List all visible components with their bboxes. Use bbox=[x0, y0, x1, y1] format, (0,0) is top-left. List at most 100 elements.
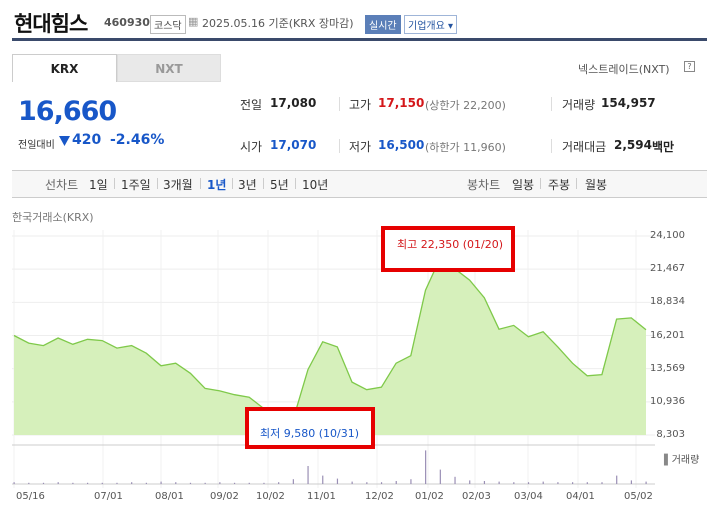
x-tick: 02/03 bbox=[462, 491, 491, 502]
volume-bar bbox=[42, 482, 45, 484]
y-tick: 21,467 bbox=[650, 263, 685, 274]
volume-bar bbox=[616, 475, 618, 484]
volume-bar bbox=[336, 478, 339, 484]
volume-bar bbox=[72, 482, 74, 484]
volume-bar bbox=[513, 482, 515, 484]
volume-bar bbox=[322, 475, 324, 484]
prev-close-value: 17,080 bbox=[270, 96, 317, 110]
volume-bar bbox=[13, 482, 15, 484]
tab-nxt[interactable]: NXT bbox=[117, 54, 221, 82]
period-3y[interactable]: 3년 bbox=[238, 178, 257, 192]
trade-amount-label: 거래대금 bbox=[562, 140, 607, 154]
candle-monthly[interactable]: 월봉 bbox=[585, 178, 608, 192]
company-overview-dropdown[interactable]: 기업개요 ▾ bbox=[404, 15, 458, 34]
x-tick: 03/04 bbox=[514, 491, 543, 502]
change-label: 전일대비 bbox=[18, 140, 55, 151]
trade-amount-unit: 백만 bbox=[652, 140, 675, 154]
volume-bar bbox=[527, 482, 530, 484]
volume-bar bbox=[101, 482, 103, 484]
volume-bar bbox=[292, 479, 294, 484]
y-tick: 16,201 bbox=[650, 330, 685, 341]
calendar-icon: ▦ bbox=[188, 15, 199, 28]
x-tick: 07/01 bbox=[94, 491, 123, 502]
volume-bar bbox=[586, 482, 588, 484]
y-tick: 10,936 bbox=[650, 396, 685, 407]
down-triangle-icon bbox=[59, 136, 70, 146]
volume-bar bbox=[469, 480, 471, 484]
open-label: 시가 bbox=[240, 140, 263, 154]
chart-source: 한국거래소(KRX) bbox=[12, 211, 94, 224]
y-tick: 24,100 bbox=[650, 230, 685, 241]
chevron-down-icon: ▾ bbox=[444, 21, 454, 32]
volume-bar bbox=[28, 482, 30, 484]
divider bbox=[551, 139, 552, 153]
lower-limit: (하한가 11,960) bbox=[425, 141, 506, 154]
period-1d[interactable]: 1일 bbox=[89, 178, 108, 192]
x-tick: 01/02 bbox=[415, 491, 444, 502]
volume-bar bbox=[278, 482, 280, 484]
x-tick: 12/02 bbox=[365, 491, 394, 502]
volume-bar bbox=[351, 481, 353, 484]
x-tick: 09/02 bbox=[210, 491, 239, 502]
volume-bar bbox=[116, 482, 118, 484]
candle-weekly[interactable]: 주봉 bbox=[548, 178, 571, 192]
upper-limit: (상한가 22,200) bbox=[425, 99, 506, 112]
period-3m[interactable]: 3개월 bbox=[163, 178, 193, 192]
stock-code: 460930 bbox=[104, 16, 150, 29]
volume-bar bbox=[557, 482, 559, 484]
x-tick: 11/01 bbox=[307, 491, 336, 502]
y-tick: 18,834 bbox=[650, 296, 685, 307]
market-badge: 코스닥 bbox=[150, 15, 186, 34]
stock-name: 현대힘스 bbox=[14, 12, 88, 36]
high-value: 17,150 bbox=[378, 96, 425, 110]
period-1y[interactable]: 1년 bbox=[207, 178, 227, 192]
volume-bar bbox=[395, 481, 397, 484]
period-10y[interactable]: 10년 bbox=[302, 178, 329, 192]
candle-chart-label: 봉차트 bbox=[467, 178, 501, 192]
realtime-button[interactable]: 실시간 bbox=[365, 15, 401, 34]
header-divider bbox=[12, 38, 707, 41]
volume-bar bbox=[366, 482, 368, 484]
volume-bar bbox=[189, 482, 192, 484]
volume-bar bbox=[645, 481, 647, 484]
divider bbox=[200, 178, 201, 189]
volume-bar bbox=[86, 482, 89, 484]
volume-bar bbox=[263, 482, 265, 484]
volume-bar bbox=[425, 450, 427, 484]
x-tick: 04/01 bbox=[566, 491, 595, 502]
divider bbox=[540, 178, 541, 189]
divider bbox=[114, 178, 115, 189]
period-5y[interactable]: 5년 bbox=[270, 178, 289, 192]
period-1w[interactable]: 1주일 bbox=[121, 178, 151, 192]
x-tick: 05/16 bbox=[16, 491, 45, 502]
volume-bar bbox=[57, 482, 59, 484]
trade-amount-value: 2,594 bbox=[614, 138, 652, 152]
divider bbox=[232, 178, 233, 189]
change-value: 420 bbox=[72, 132, 102, 148]
current-price: 16,660 bbox=[18, 96, 117, 127]
tab-krx[interactable]: KRX bbox=[12, 54, 117, 82]
nxt-link[interactable]: 넥스트레이드(NXT) bbox=[578, 63, 670, 76]
x-tick: 08/01 bbox=[155, 491, 184, 502]
volume-label: 거래량 bbox=[562, 98, 596, 112]
x-tick: 10/02 bbox=[256, 491, 285, 502]
line-chart-label: 선차트 bbox=[45, 178, 79, 192]
low-annotation-box bbox=[245, 407, 375, 449]
volume-bar bbox=[233, 482, 236, 484]
volume-value: 154,957 bbox=[601, 96, 656, 110]
candle-daily[interactable]: 일봉 bbox=[512, 178, 535, 192]
volume-bar bbox=[542, 481, 544, 484]
volume-bar bbox=[410, 479, 412, 484]
volume-bar bbox=[454, 476, 456, 484]
volume-bar bbox=[380, 482, 383, 484]
price-area bbox=[14, 258, 646, 435]
volume-bar bbox=[145, 482, 147, 484]
volume-bar bbox=[498, 481, 500, 484]
volume-bar bbox=[248, 482, 250, 484]
volume-bar bbox=[630, 480, 633, 484]
high-annotation: 최고 22,350 (01/20) bbox=[397, 238, 504, 251]
prev-close-label: 전일 bbox=[240, 98, 263, 112]
low-label: 저가 bbox=[349, 140, 372, 154]
help-icon[interactable]: ? bbox=[684, 61, 695, 72]
